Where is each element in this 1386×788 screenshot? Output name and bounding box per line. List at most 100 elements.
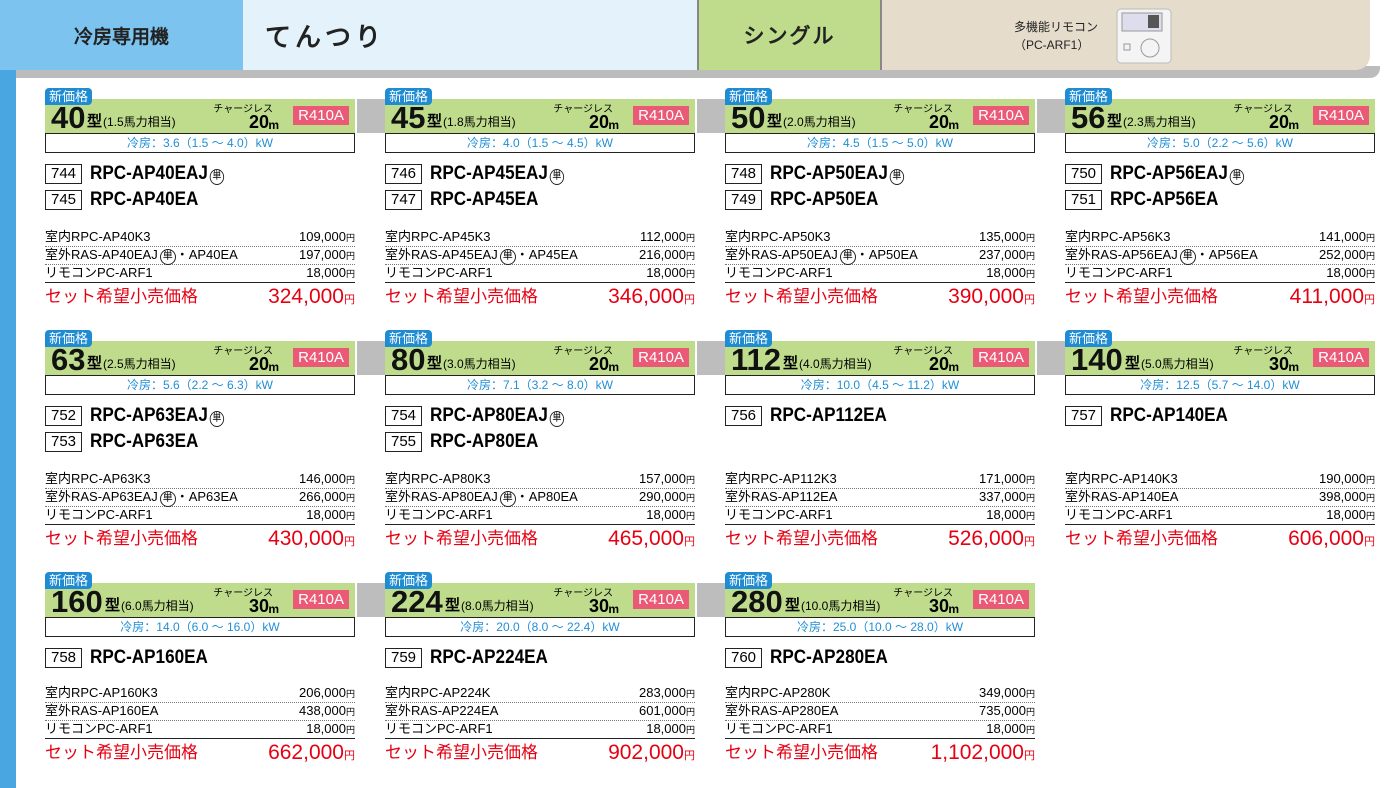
model-code: 744 [45, 164, 83, 184]
left-bar [0, 70, 16, 788]
spec-band: 140 型 (5.0馬力相当) チャージレス 30 m R410A [1065, 341, 1375, 377]
item-label: リモコンPC-ARF1 [45, 507, 153, 522]
item-label: リモコンPC-ARF1 [725, 507, 833, 522]
model-name: RPC-AP45EA [430, 189, 539, 210]
item-label: 室内RPC-AP280K [725, 685, 831, 700]
set-price: セット希望小売価格 390,000円 [725, 284, 1035, 310]
set-price-value-box: 346,000円 [608, 284, 695, 313]
yen: 円 [345, 493, 355, 503]
model-name: RPC-AP112EA [770, 405, 887, 426]
chargeless: チャージレス [1233, 346, 1293, 357]
item-label: 室外RAS-AP63EAJ [45, 489, 158, 504]
item-label: リモコンPC-ARF1 [385, 265, 493, 280]
badge: 新価格 [385, 88, 433, 105]
model-line: 750 RPC-AP56EAJ 単 [1065, 162, 1259, 186]
badge: 新価格 [1065, 88, 1113, 105]
price-value: 438,000 [298, 703, 346, 718]
item-price: 18,000円 [986, 506, 1035, 525]
item-label: 室内RPC-AP63K3 [45, 471, 151, 486]
set-price: セット希望小売価格 526,000円 [725, 526, 1035, 552]
yen: 円 [1365, 233, 1375, 243]
item-label: 室外RAS-AP112EA [725, 489, 838, 504]
set-price-label: セット希望小売価格 [725, 287, 878, 306]
price-item: リモコンPC-ARF1 18,000円 [725, 720, 1035, 739]
yen: 円 [345, 251, 355, 261]
item-suffix: ・AP56EA [1195, 247, 1258, 262]
set-price-value: 1,102,000 [930, 741, 1024, 764]
set-price-value-box: 606,000円 [1288, 526, 1375, 555]
yen: 円 [345, 689, 355, 699]
price-item: 室外RAS-AP56EAJ 単・AP56EA 252,000円 [1065, 246, 1375, 265]
set-price-label: セット希望小売価格 [385, 529, 538, 548]
item-price: 146,000円 [299, 470, 355, 489]
spec-band: 224 型 (8.0馬力相当) チャージレス 30 m R410A [385, 583, 695, 619]
badge: 新価格 [725, 572, 773, 589]
product-card: 新価格 56 型 (2.3馬力相当) チャージレス 20 m R410A 冷房：5.0（2.2 … [1037, 88, 1375, 324]
price-value: 216,000 [638, 247, 686, 262]
spec-band: 80 型 (3.0馬力相当) チャージレス 20 m R410A [385, 341, 695, 377]
band-gap [697, 341, 725, 375]
pipe-length: 20 [928, 112, 949, 132]
cooling-capacity: 冷房：4.5（1.5 ～ 5.0）kW [725, 133, 1035, 153]
item-price: 18,000円 [306, 720, 355, 739]
item-label: 室外RAS-AP160EA [45, 703, 159, 718]
model-code: 755 [385, 432, 423, 452]
length-unit: m [608, 118, 619, 132]
yen: 円 [1365, 269, 1375, 279]
set-price-value: 346,000 [608, 285, 684, 308]
price-value: 18,000 [986, 265, 1026, 280]
badge: 新価格 [45, 88, 93, 105]
model-code: 758 [45, 648, 83, 668]
chargeless: チャージレス [893, 346, 953, 357]
model-line: 744 RPC-AP40EAJ 単 [45, 162, 239, 186]
price-item: 室内RPC-AP40K3 109,000円 [45, 228, 355, 247]
spec-band: 63 型 (2.5馬力相当) チャージレス 20 m R410A [45, 341, 355, 377]
remote-cell: 多機能リモコン （PC-ARF1） [882, 0, 1370, 70]
item-price: 398,000円 [1319, 488, 1375, 507]
item-price: 109,000円 [299, 228, 355, 247]
yen: 円 [1025, 725, 1035, 735]
item-label: 室内RPC-AP140K3 [1065, 471, 1178, 486]
badge: 新価格 [45, 330, 93, 347]
refrigerant: R410A [293, 590, 349, 609]
price-value: 197,000 [298, 247, 346, 262]
unit: 型 [1125, 355, 1141, 372]
price-item: リモコンPC-ARF1 18,000円 [45, 720, 355, 739]
model-code: 756 [725, 406, 763, 426]
length-unit: m [268, 602, 279, 616]
item-label: リモコンPC-ARF1 [385, 721, 493, 736]
cooling-capacity: 冷房：3.6（1.5 ～ 4.0）kW [45, 133, 355, 153]
item-suffix: ・AP45EA [515, 247, 578, 262]
yen: 円 [685, 725, 695, 735]
horsepower: (3.0馬力相当) [443, 357, 516, 371]
cooling-capacity: 冷房：4.0（1.5 ～ 4.5）kW [385, 133, 695, 153]
type: てんつり [243, 0, 697, 70]
spec-band: 40 型 (1.5馬力相当) チャージレス 20 m R410A [45, 99, 355, 135]
badge: 新価格 [45, 572, 93, 589]
price-value: 206,000 [298, 685, 346, 700]
item-label: 室内RPC-AP45K3 [385, 229, 491, 244]
set-price: セット希望小売価格 606,000円 [1065, 526, 1375, 552]
horsepower: (5.0馬力相当) [1141, 357, 1214, 371]
yen: 円 [345, 269, 355, 279]
yen: 円 [344, 536, 355, 548]
remote-model: （PC-ARF1） [1014, 38, 1090, 52]
unit: 型 [427, 113, 443, 130]
product-card: 新価格 63 型 (2.5馬力相当) チャージレス 20 m R410A 冷房：5.6（2.2 … [45, 330, 355, 566]
product-card: 新価格 140 型 (5.0馬力相当) チャージレス 30 m R410A 冷房：12.5（5.… [1037, 330, 1375, 566]
set-price-value: 662,000 [268, 741, 344, 764]
price-item: リモコンPC-ARF1 18,000円 [725, 264, 1035, 283]
model-name: RPC-AP56EA [1110, 189, 1219, 210]
pipe-length: 20 [248, 354, 269, 374]
length-unit: m [608, 360, 619, 374]
model-line: 755 RPC-AP80EA [385, 430, 550, 454]
size: 63 [51, 342, 86, 377]
price-item: 室内RPC-AP160K3 206,000円 [45, 684, 355, 703]
set-price-value: 430,000 [268, 527, 344, 550]
horsepower: (4.0馬力相当) [799, 357, 872, 371]
price-value: 109,000 [298, 229, 346, 244]
model-code: 750 [1065, 164, 1103, 184]
model-name: RPC-AP45EAJ 単 [430, 163, 565, 185]
price-item: リモコンPC-ARF1 18,000円 [385, 264, 695, 283]
band-gap [357, 99, 385, 133]
